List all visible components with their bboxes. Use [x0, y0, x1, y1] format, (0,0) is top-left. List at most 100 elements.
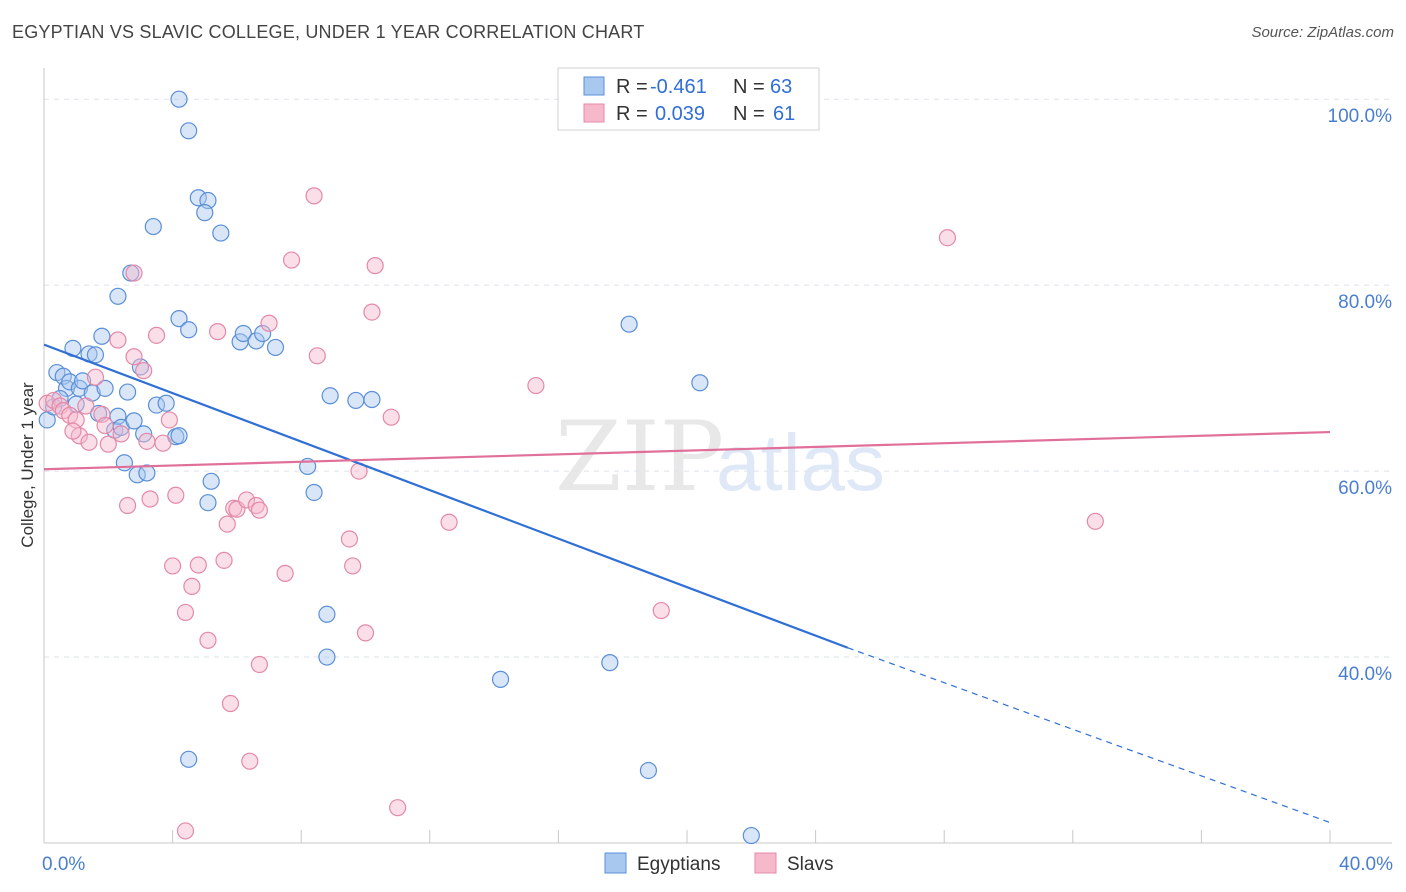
slavs-point: [1086, 512, 1104, 530]
egyptians-point: [491, 670, 510, 688]
x-tick-label: 0.0%: [42, 854, 85, 875]
slavs-point: [241, 752, 259, 770]
egyptians-point: [254, 324, 272, 343]
egyptians-point: [109, 287, 127, 305]
legend-r-value-2: 0.039: [655, 103, 705, 125]
slavs-point: [80, 433, 98, 451]
slavs-point: [305, 187, 323, 205]
egyptians-point: [321, 387, 339, 405]
egyptians-point: [363, 390, 381, 409]
trend-lines: [43, 343, 1331, 824]
egyptians-point: [202, 472, 220, 490]
egyptians-point: [73, 372, 92, 390]
slavs-trend-line: [43, 430, 1331, 471]
legend-r-label-1: R =: [616, 76, 648, 98]
x-tick-label: 40.0%: [1339, 854, 1393, 875]
chart-title: EGYPTIAN VS SLAVIC COLLEGE, UNDER 1 YEAR…: [12, 22, 645, 42]
egyptians-point: [170, 310, 188, 328]
slavs-point: [282, 251, 301, 269]
egyptians-point: [742, 826, 760, 845]
egyptians-point: [601, 654, 619, 672]
slavs-point: [109, 331, 127, 349]
slavs-points: [38, 187, 1104, 840]
egyptians-point: [93, 327, 111, 345]
watermark-zip: ZIP: [555, 401, 724, 513]
slavs-point: [250, 501, 269, 519]
egyptians-point: [266, 338, 285, 357]
slavs-point: [64, 422, 82, 440]
slavs-point: [183, 577, 201, 595]
slavs-point: [93, 405, 111, 423]
slavs-point: [363, 303, 381, 321]
slavs-point: [135, 362, 153, 380]
egyptians-point: [318, 648, 336, 666]
egyptians-point: [180, 321, 198, 339]
slavs-point: [247, 496, 265, 515]
slavs-point: [440, 513, 458, 531]
slavs-point: [141, 490, 159, 508]
y-tick-label: 100.0%: [1328, 106, 1393, 127]
egyptians-point: [180, 750, 198, 768]
slavs-point: [938, 229, 957, 247]
slavs-point: [167, 486, 185, 504]
slavs-point: [209, 323, 227, 341]
legend-n-label-2: N =: [733, 103, 765, 125]
egyptians-point: [115, 454, 133, 472]
watermark-atlas: atlas: [716, 418, 885, 507]
slavs-point: [154, 434, 172, 452]
egyptians-trend-extension: [847, 647, 1331, 824]
tick-labels: 40.0% 60.0% 80.0% 100.0% 0.0% 40.0%: [42, 106, 1393, 875]
slavs-point: [189, 556, 207, 574]
slavs-point: [160, 411, 178, 429]
legend-r-value-1: -0.461: [650, 76, 707, 98]
legend-n-value-1: 63: [770, 76, 792, 98]
axes: [43, 68, 1392, 844]
bottom-swatch-slavs: [754, 852, 777, 874]
slavs-point: [344, 557, 362, 575]
slavs-point: [276, 564, 294, 582]
bottom-legend-slavs: Slavs: [787, 854, 833, 875]
egyptians-point: [125, 412, 143, 430]
egyptians-point: [170, 427, 188, 445]
bottom-legend-egyptians: Egyptians: [637, 854, 720, 875]
slavs-point: [652, 601, 670, 620]
legend-swatch-slavs: [583, 103, 605, 123]
slavs-point: [118, 496, 137, 515]
slavs-point: [176, 822, 195, 840]
legend-n-value-2: 61: [773, 103, 795, 125]
egyptians-point: [318, 605, 336, 623]
egyptians-point: [196, 204, 214, 222]
slavs-point: [221, 694, 240, 713]
slavs-point: [125, 348, 143, 366]
slavs-point: [356, 624, 375, 642]
egyptians-trend-line: [43, 343, 849, 649]
y-tick-label: 40.0%: [1338, 664, 1392, 685]
slavs-point: [218, 515, 236, 533]
slavs-point: [138, 432, 156, 450]
egyptians-point: [691, 374, 709, 392]
source-credit: Source: ZipAtlas.com: [1251, 24, 1394, 41]
slavs-point: [237, 491, 256, 509]
slavs-point: [340, 530, 359, 548]
y-tick-label: 60.0%: [1338, 478, 1392, 499]
egyptians-point: [144, 217, 162, 236]
slavs-point: [99, 435, 117, 453]
slavs-point: [112, 425, 130, 443]
slavs-point: [96, 416, 114, 435]
egyptians-point: [234, 324, 252, 343]
slavs-point: [147, 326, 166, 344]
slavs-point: [366, 257, 384, 275]
stats-legend: R = -0.461 N = 63 R = 0.039 N = 61: [557, 67, 820, 131]
slavs-point: [176, 603, 195, 622]
egyptians-point: [170, 90, 188, 108]
egyptians-point: [118, 383, 137, 401]
legend-r-label-2: R =: [616, 103, 648, 125]
egyptians-point: [157, 394, 175, 412]
legend-swatch-egyptians: [583, 76, 605, 96]
egyptians-point: [61, 373, 79, 391]
slavs-point: [382, 408, 400, 426]
slavs-point: [308, 347, 326, 365]
slavs-point: [199, 631, 217, 649]
slavs-point: [164, 557, 182, 575]
